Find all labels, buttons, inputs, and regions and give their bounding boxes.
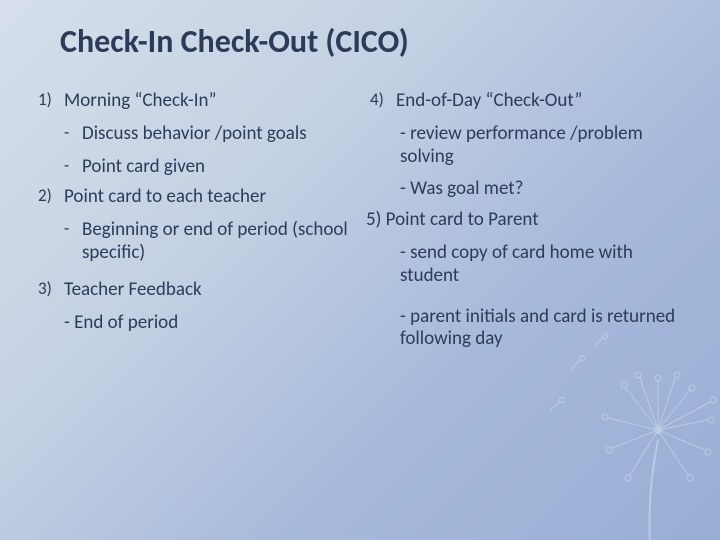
list-number: 2) [38,186,64,209]
left-column: 1) Morning “Check-In” - Discuss behavior… [38,90,364,520]
list-dash: - [64,156,82,179]
list-text: Beginning or end of period (school speci… [82,219,358,265]
right-column: 4) End-of-Day “Check-Out” - review perfo… [364,90,690,520]
list-item: 4) End-of-Day “Check-Out” [370,90,690,113]
list-text: Point card given [82,156,358,179]
list-subitem: - End of period [64,312,358,335]
slide-body: 1) Morning “Check-In” - Discuss behavior… [38,90,690,520]
presentation-slide: Check-In Check-Out (CICO) 1) Morning “Ch… [0,0,720,540]
list-item: 2) Point card to each teacher [38,186,358,209]
list-subitem: - parent initials and card is returned f… [400,306,690,352]
list-number: 4) [370,90,396,113]
list-number: 1) [38,90,64,113]
list-item: 1) Morning “Check-In” [38,90,358,113]
list-text: Discuss behavior /point goals [82,123,358,146]
list-item: 3) Teacher Feedback [38,279,358,302]
list-text: 5) Point card to Parent [366,209,690,232]
slide-title: Check-In Check-Out (CICO) [60,22,409,61]
list-subitem: - review performance /problem solving [400,123,690,169]
list-subitem: - send copy of card home with student [400,242,690,288]
list-item: 5) Point card to Parent [366,209,690,232]
list-subitem: - Discuss behavior /point goals [64,123,358,146]
list-dash: - [64,219,82,265]
list-subitem: - Point card given [64,156,358,179]
list-subitem: - Was goal met? [400,178,690,201]
list-text: Teacher Feedback [64,279,358,302]
list-dash: - [64,123,82,146]
list-text: Morning “Check-In” [64,90,358,113]
list-text: Point card to each teacher [64,186,358,209]
list-number: 3) [38,279,64,302]
list-text: End-of-Day “Check-Out” [396,90,690,113]
list-subitem: - Beginning or end of period (school spe… [64,219,358,265]
two-column-layout: 1) Morning “Check-In” - Discuss behavior… [38,90,690,520]
